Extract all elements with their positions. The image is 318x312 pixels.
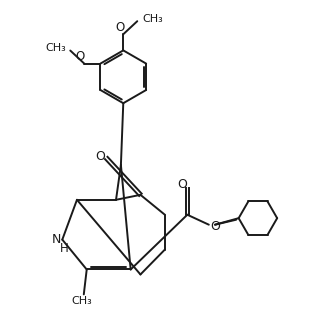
Text: CH₃: CH₃	[142, 14, 163, 24]
Text: O: O	[210, 220, 220, 233]
Text: O: O	[177, 178, 187, 191]
Text: H: H	[59, 242, 68, 255]
Text: CH₃: CH₃	[45, 43, 66, 53]
Text: O: O	[115, 21, 124, 34]
Text: CH₃: CH₃	[72, 296, 93, 306]
Text: N: N	[52, 233, 61, 246]
Text: O: O	[95, 150, 105, 163]
Text: O: O	[76, 50, 85, 63]
